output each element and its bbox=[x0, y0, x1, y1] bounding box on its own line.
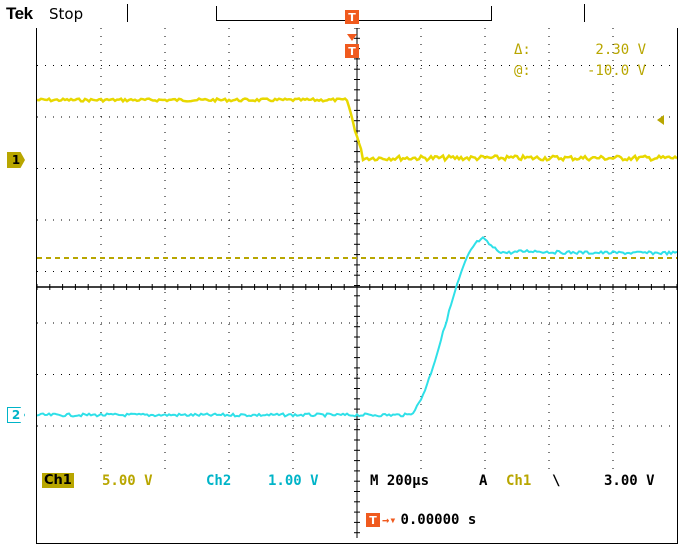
cursor-at-value: -10.0 V bbox=[586, 63, 646, 79]
timebase[interactable]: M 200µs bbox=[370, 473, 430, 489]
trigger-icon: T bbox=[366, 513, 380, 527]
record-bracket-left bbox=[216, 6, 217, 20]
cursor-delta-label: Δ: bbox=[514, 42, 531, 58]
record-bracket-right bbox=[491, 6, 492, 20]
ch2-trace bbox=[37, 236, 677, 419]
ch1-label[interactable]: Ch1 bbox=[42, 473, 74, 488]
trigger-offset-arrow-icon: →▾ bbox=[382, 513, 397, 527]
waveform-display bbox=[36, 28, 678, 544]
trigger-level: 3.00 V bbox=[604, 473, 655, 489]
top-divider bbox=[127, 4, 128, 22]
ch2-label[interactable]: Ch2 bbox=[206, 473, 232, 489]
ch2-scale: 1.00 V bbox=[268, 473, 319, 489]
trigger-slope-icon: \ bbox=[552, 473, 561, 489]
trigger-mode: A bbox=[479, 473, 488, 489]
trigger-marker-icon: T bbox=[345, 44, 359, 58]
channel-status-line: Ch1 5.00 V Ch2 1.00 V M 200µs A Ch1 \ 3.… bbox=[0, 471, 678, 491]
top-divider-right bbox=[584, 4, 585, 22]
acquisition-state: Stop bbox=[49, 5, 84, 23]
trigger-top-icon: T bbox=[345, 10, 359, 24]
brand-logo: Tek bbox=[6, 4, 33, 23]
cursor-at-label: @: bbox=[514, 63, 531, 79]
graticule bbox=[37, 28, 677, 538]
waveform-plot bbox=[37, 28, 677, 538]
trigger-source: Ch1 bbox=[506, 473, 532, 489]
trigger-offset: 0.00000 s bbox=[400, 512, 477, 528]
trigger-down-arrow-icon bbox=[347, 34, 357, 41]
ch1-scale: 5.00 V bbox=[102, 473, 153, 489]
ch1-ground-marker[interactable]: 1 bbox=[7, 152, 25, 168]
trigger-position-indicator: T T bbox=[345, 8, 359, 58]
cursor-delta-value: 2.30 V bbox=[595, 42, 646, 58]
ch1-trace bbox=[37, 96, 677, 163]
cursor-readout: Δ: 2.30 V @: -10.0 V bbox=[514, 40, 646, 82]
status-bar: Tek Stop bbox=[0, 0, 678, 30]
ch2-ground-marker[interactable]: 2 bbox=[7, 407, 25, 423]
trigger-offset-line: T →▾ 0.00000 s bbox=[366, 510, 476, 530]
trigger-level-arrow-icon[interactable] bbox=[657, 115, 664, 125]
